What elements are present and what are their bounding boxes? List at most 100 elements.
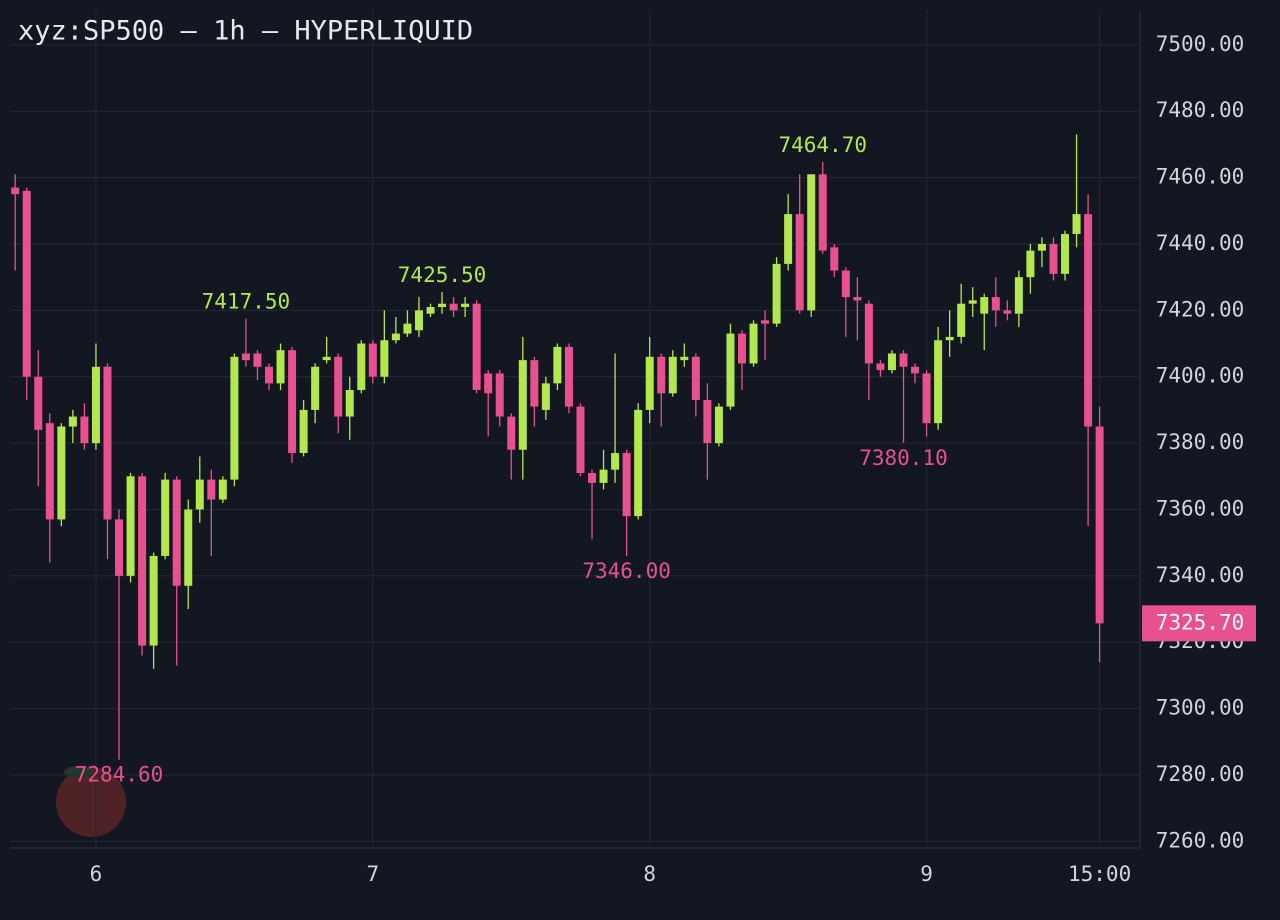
candle-body bbox=[414, 310, 423, 331]
candle-body bbox=[553, 346, 562, 384]
candle-body bbox=[195, 479, 204, 510]
candle-body bbox=[403, 323, 412, 334]
candle-body bbox=[749, 323, 758, 364]
x-tick-label: 7 bbox=[366, 862, 379, 886]
candle-body bbox=[1014, 277, 1023, 314]
candle-body bbox=[103, 366, 112, 520]
candle-body bbox=[299, 409, 308, 454]
candle-body bbox=[784, 214, 793, 264]
candle-body bbox=[149, 555, 158, 646]
y-tick-label: 7300.00 bbox=[1156, 696, 1245, 720]
candle-body bbox=[622, 453, 631, 517]
candle-body bbox=[184, 509, 193, 586]
candle-body bbox=[218, 479, 227, 500]
candle-body bbox=[968, 300, 977, 304]
candle-body bbox=[126, 476, 135, 576]
candle-body bbox=[668, 356, 677, 394]
candle-body bbox=[1095, 426, 1104, 624]
y-tick-label: 7260.00 bbox=[1156, 828, 1245, 852]
chart-title: xyz:SP500 — 1h — HYPERLIQUID bbox=[18, 16, 473, 47]
candle-body bbox=[11, 187, 20, 195]
candle-body bbox=[288, 350, 297, 454]
candle-body bbox=[207, 479, 216, 500]
candle-body bbox=[576, 406, 585, 473]
candle-body bbox=[57, 426, 66, 520]
candle-body bbox=[345, 390, 354, 417]
candle-body bbox=[391, 333, 400, 341]
candle-body bbox=[772, 263, 781, 324]
candle-body bbox=[34, 376, 43, 430]
candle-body bbox=[1084, 214, 1093, 427]
grid bbox=[10, 10, 1140, 848]
candle-body bbox=[864, 303, 873, 364]
candle-body bbox=[22, 190, 31, 377]
candle-body bbox=[68, 416, 77, 427]
candle-body bbox=[172, 479, 181, 586]
candle-body bbox=[957, 303, 966, 337]
y-tick-label: 7280.00 bbox=[1156, 762, 1245, 786]
candle-body bbox=[645, 356, 654, 410]
candle-body bbox=[737, 333, 746, 364]
candle-body bbox=[1037, 243, 1046, 251]
candle-body bbox=[276, 350, 285, 384]
x-tick-label: 8 bbox=[643, 862, 656, 886]
candle-body bbox=[80, 416, 89, 444]
candle-body bbox=[899, 353, 908, 367]
extreme-label: 7425.50 bbox=[398, 263, 487, 287]
y-tick-label: 7440.00 bbox=[1156, 231, 1245, 255]
candle-body bbox=[564, 346, 573, 407]
candle-body bbox=[818, 174, 827, 251]
candle-body bbox=[484, 373, 493, 394]
last-price-box bbox=[1142, 605, 1256, 642]
candle-body bbox=[657, 356, 666, 394]
candle-body bbox=[311, 366, 320, 410]
candle-body bbox=[45, 423, 54, 520]
x-tick-label: 15:00 bbox=[1068, 862, 1131, 886]
candle-body bbox=[1072, 214, 1081, 235]
candle-body bbox=[795, 214, 804, 311]
candle-body bbox=[507, 416, 516, 450]
candle-body bbox=[588, 472, 597, 483]
y-tick-label: 7500.00 bbox=[1156, 32, 1245, 56]
extreme-label: 7284.60 bbox=[75, 763, 164, 787]
candle-body bbox=[726, 333, 735, 407]
candle-body bbox=[599, 469, 608, 483]
candle-body bbox=[449, 303, 458, 311]
y-tick-label: 7360.00 bbox=[1156, 496, 1245, 520]
candle-body bbox=[334, 356, 343, 417]
x-tick-label: 9 bbox=[920, 862, 933, 886]
candle-body bbox=[264, 366, 273, 384]
candle-body bbox=[472, 303, 481, 391]
candle-body bbox=[241, 353, 250, 361]
candle-body bbox=[991, 297, 1000, 311]
candle-body bbox=[922, 373, 931, 424]
y-tick-label: 7400.00 bbox=[1156, 364, 1245, 388]
candle-body bbox=[253, 353, 262, 367]
candle-body bbox=[714, 406, 723, 444]
candle-body bbox=[380, 340, 389, 377]
candle-body bbox=[1061, 234, 1070, 274]
candle-body bbox=[841, 270, 850, 298]
candle-body bbox=[680, 356, 689, 361]
candle-body bbox=[980, 297, 989, 314]
x-tick-label: 6 bbox=[90, 862, 103, 886]
candle-body bbox=[161, 479, 170, 556]
extreme-label: 7417.50 bbox=[202, 290, 291, 314]
candle-body bbox=[518, 360, 527, 450]
candle-body bbox=[703, 399, 712, 444]
candle-body bbox=[115, 519, 124, 576]
candle-body bbox=[761, 320, 770, 324]
candle-body bbox=[691, 356, 700, 400]
y-tick-label: 7420.00 bbox=[1156, 297, 1245, 321]
candle-body bbox=[945, 336, 954, 341]
y-tick-label: 7480.00 bbox=[1156, 98, 1245, 122]
candle-body bbox=[887, 353, 896, 371]
candle-body bbox=[230, 356, 239, 480]
candle-body bbox=[911, 366, 920, 374]
watermark-fruit bbox=[56, 767, 126, 837]
candle-body bbox=[357, 343, 366, 391]
extreme-label: 7380.10 bbox=[859, 446, 948, 470]
candle-body bbox=[138, 476, 147, 646]
candle-body bbox=[322, 356, 331, 361]
